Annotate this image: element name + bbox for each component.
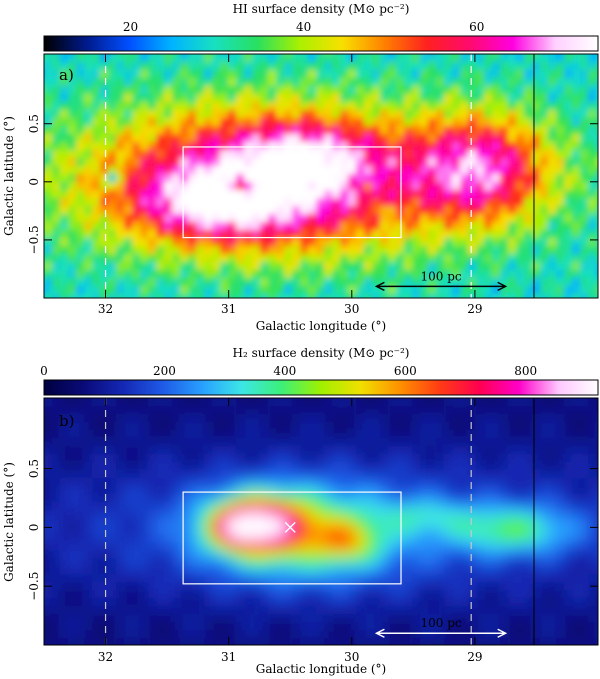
x-tick-label: 30 <box>344 302 359 316</box>
scale-bar-label: 100 pc <box>420 616 461 630</box>
region-box <box>182 146 402 239</box>
colorbar-tick-label: 0 <box>40 364 48 378</box>
axis-ticks-b: 32 31 30 29 0.5 0 −0.5 <box>27 398 598 664</box>
colorbar-a <box>43 35 599 52</box>
y-tick-label: −0.5 <box>27 225 41 254</box>
overlay-b: 100 pc <box>104 398 535 645</box>
scale-bar <box>374 281 508 292</box>
colorbar-tick-label: 40 <box>296 20 311 34</box>
region-box <box>182 491 402 585</box>
panel-b: H₂ surface density (M⊙ pc⁻²) 0 200 400 600 8… <box>2 346 599 676</box>
x-axis-title-b: Galactic longitude (°) <box>256 662 386 676</box>
x-tick-label: 29 <box>467 302 482 316</box>
x-tick-label: 31 <box>221 650 236 664</box>
axes-frame-b <box>43 397 599 646</box>
panel-a: HI surface density (M⊙ pc⁻²) 20 40 60 100 … <box>2 2 599 333</box>
cross-marker <box>284 176 296 188</box>
colorbar-b <box>43 379 599 396</box>
colorbar-ticklabels-b: 0 200 400 600 800 <box>40 364 537 384</box>
colorbar-tick-label: 200 <box>153 364 176 378</box>
overlay-a: 100 pc <box>104 54 535 298</box>
colorbar-tick-label: 800 <box>514 364 537 378</box>
panel-label-a: a) <box>59 66 74 84</box>
x-tick-label: 32 <box>98 650 113 664</box>
colorbar-tick-label: 60 <box>469 20 484 34</box>
y-axis-title-a: Galactic latitude (°) <box>2 116 16 236</box>
colorbar-title-a: HI surface density (M⊙ pc⁻²) <box>233 2 410 16</box>
panel-label-b: b) <box>59 412 74 430</box>
y-tick-label: 0.5 <box>27 114 41 133</box>
x-tick-label: 30 <box>344 650 359 664</box>
axis-ticks-a: 32 31 30 29 0.5 0 −0.5 <box>27 54 598 316</box>
x-tick-label: 29 <box>467 650 482 664</box>
colorbar-tick-label: 600 <box>394 364 417 378</box>
heatmap-b <box>44 398 598 645</box>
axes-frame-a <box>43 53 599 299</box>
y-tick-label: 0.5 <box>27 459 41 478</box>
colorbar-tick-label: 20 <box>123 20 138 34</box>
y-tick-label: 0 <box>27 178 41 186</box>
colorbar-title-b: H₂ surface density (M⊙ pc⁻²) <box>233 346 410 360</box>
cross-marker <box>284 521 296 533</box>
y-axis-title-b: Galactic latitude (°) <box>2 462 16 582</box>
colorbar-tick-label: 400 <box>273 364 296 378</box>
scale-bar <box>374 628 508 638</box>
x-tick-label: 31 <box>221 302 236 316</box>
heatmap-a <box>44 54 598 298</box>
y-tick-label: 0 <box>27 524 41 532</box>
scale-bar-label: 100 pc <box>420 269 461 283</box>
x-tick-label: 32 <box>98 302 113 316</box>
x-axis-title-a: Galactic longitude (°) <box>256 319 386 333</box>
y-tick-label: −0.5 <box>27 572 41 601</box>
